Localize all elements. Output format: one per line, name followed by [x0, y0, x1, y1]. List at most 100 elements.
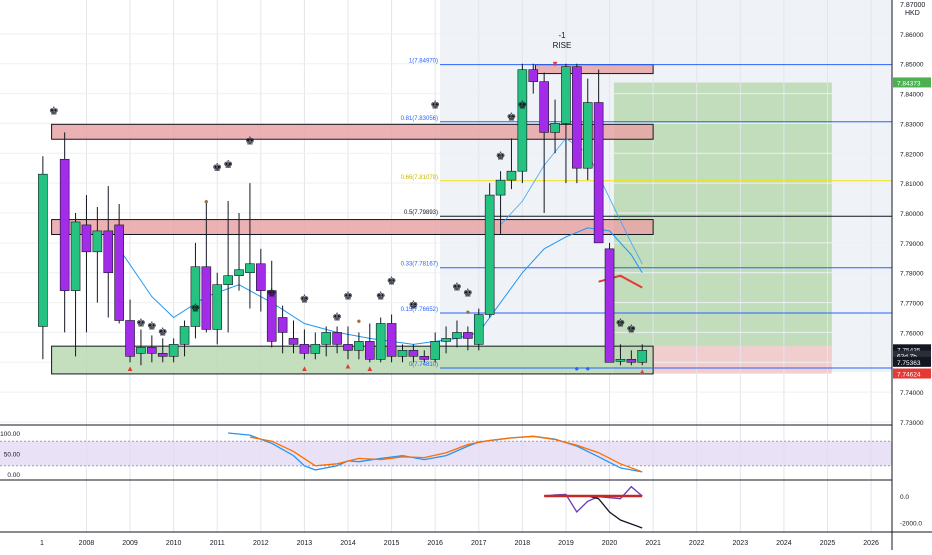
king-icon: ♚: [452, 282, 462, 294]
candle-body[interactable]: [419, 356, 430, 360]
y-tick-label: 7.76000: [900, 330, 924, 337]
x-tick-label: 2010: [166, 540, 182, 547]
candle-body[interactable]: [473, 314, 484, 345]
candle-body[interactable]: [223, 275, 233, 285]
oscillator-y-tick: 0.00: [7, 472, 20, 479]
king-icon: ♚: [343, 291, 353, 303]
candle-body[interactable]: [147, 347, 157, 354]
candle-body[interactable]: [463, 332, 473, 339]
candle-body[interactable]: [168, 344, 179, 357]
candle-body[interactable]: [114, 224, 124, 321]
candle-body[interactable]: [441, 338, 451, 342]
candle-body[interactable]: [332, 332, 342, 345]
king-icon: ♚: [147, 320, 157, 332]
candle-body[interactable]: [125, 320, 135, 357]
candle-body[interactable]: [92, 230, 103, 253]
y-tick-label: 7.81000: [900, 181, 924, 188]
king-icon: ♚: [626, 323, 636, 335]
candle-body[interactable]: [245, 263, 255, 274]
price-tag: [893, 368, 931, 379]
flag-icon: ▼: [551, 60, 559, 69]
candle-body[interactable]: [539, 81, 549, 133]
candle-body[interactable]: [277, 317, 288, 333]
fib-level-label: 0.5(7.79893): [404, 210, 438, 216]
candle-body[interactable]: [364, 341, 375, 360]
candle-body[interactable]: [212, 284, 223, 330]
x-tick-label: 2020: [602, 540, 618, 547]
candle-body[interactable]: [59, 158, 70, 291]
candle-body[interactable]: [81, 224, 92, 253]
candle-body[interactable]: [550, 123, 560, 133]
candle-body[interactable]: [484, 194, 495, 315]
candle-body[interactable]: [190, 266, 201, 327]
currency-label: HKD: [905, 10, 920, 17]
candle-body[interactable]: [201, 266, 212, 330]
y-tick-label: 7.83000: [900, 121, 924, 128]
x-tick-label: 2011: [210, 540, 225, 547]
candle-body[interactable]: [256, 263, 266, 291]
y-tick-label: 7.78000: [900, 271, 924, 278]
candle-body[interactable]: [626, 358, 637, 363]
y-tick-label: 7.79000: [900, 241, 924, 248]
x-tick-label: 2008: [79, 540, 95, 547]
candle-body[interactable]: [452, 332, 462, 339]
candle-body[interactable]: [517, 69, 528, 172]
candle-body[interactable]: [430, 341, 440, 360]
bear-icon: ●: [356, 316, 361, 325]
macd-y-tick: -2000.0: [900, 521, 922, 528]
oscillator-band: [0, 441, 892, 466]
price-tag-label: 7.84373: [897, 80, 921, 87]
king-icon: ♚: [136, 317, 146, 329]
candle-body[interactable]: [593, 102, 604, 244]
candle-body[interactable]: [266, 290, 277, 342]
king-icon: ♚: [496, 150, 506, 162]
candle-body[interactable]: [179, 326, 190, 345]
supply-zone[interactable]: [51, 123, 654, 140]
candle-body[interactable]: [354, 341, 364, 351]
candle-body[interactable]: [528, 69, 539, 82]
x-tick-label: 2023: [733, 540, 749, 547]
x-tick-label: 2015: [384, 540, 400, 547]
macd-black-line[interactable]: [587, 495, 643, 529]
candle-body[interactable]: [310, 344, 321, 354]
candle-body[interactable]: [604, 248, 615, 363]
candle-body[interactable]: [343, 344, 353, 351]
rocket-icon: ▲: [126, 364, 134, 373]
king-icon: ♚: [245, 135, 255, 147]
king-icon: ♚: [507, 111, 517, 123]
macd-y-tick: 0.0: [900, 494, 909, 501]
candle-body[interactable]: [234, 269, 244, 277]
annotation-line1: -1: [558, 31, 566, 40]
dot-icon: ●: [574, 364, 579, 373]
price-tag-label: 7.74624: [897, 372, 921, 379]
candle-body[interactable]: [495, 179, 506, 196]
candle-body[interactable]: [397, 350, 408, 357]
candle-body[interactable]: [70, 221, 81, 291]
candle-body[interactable]: [375, 323, 386, 360]
fib-level-label: 1(7.84970): [409, 59, 438, 65]
candle-body[interactable]: [288, 338, 299, 345]
stoch-d-line[interactable]: [249, 435, 643, 473]
candle-body[interactable]: [38, 173, 48, 327]
candle-body[interactable]: [103, 230, 114, 274]
candle-body[interactable]: [506, 170, 517, 181]
y-tick-label: 7.74000: [900, 390, 924, 397]
candle-body[interactable]: [637, 350, 648, 363]
fib-level-label: 0.15(7.76652): [401, 307, 438, 313]
candle-body[interactable]: [572, 66, 582, 169]
candle-body[interactable]: [299, 344, 310, 354]
candle-body[interactable]: [582, 102, 593, 169]
king-icon: ♚: [408, 300, 418, 312]
candle-body[interactable]: [408, 350, 419, 357]
candle-body[interactable]: [615, 358, 626, 362]
supply-zone[interactable]: [51, 219, 654, 235]
rocket-icon: ▲: [344, 361, 352, 370]
candle-body[interactable]: [386, 323, 397, 357]
king-icon: ♚: [267, 288, 277, 300]
candle-body[interactable]: [136, 347, 146, 354]
candle-body[interactable]: [321, 332, 332, 345]
candle-body[interactable]: [561, 66, 571, 124]
macd-purple-line[interactable]: [544, 485, 643, 514]
candle-body[interactable]: [157, 353, 168, 357]
